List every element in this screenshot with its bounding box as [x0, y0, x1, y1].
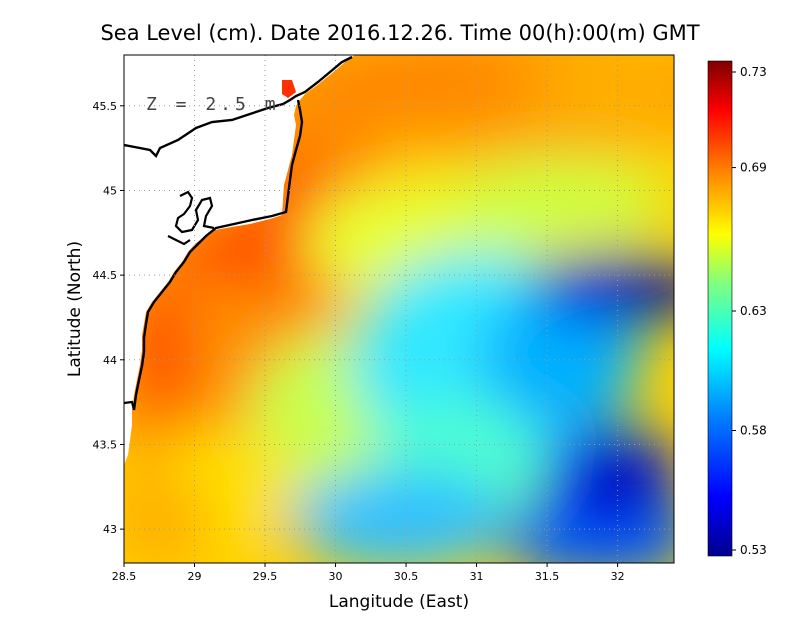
- x-tick-label: 29.5: [253, 570, 278, 583]
- field-blob: [620, 260, 674, 320]
- field-blob: [310, 55, 530, 125]
- x-tick-label: 29: [188, 570, 202, 583]
- colorbar-tick-label: 0.63: [740, 304, 767, 318]
- chart-title: Sea Level (cm). Date 2016.12.26. Time 00…: [100, 21, 699, 45]
- colorbar-tick-label: 0.58: [740, 424, 767, 438]
- field-blob: [550, 55, 674, 130]
- depth-annotation: Z = 2.5 m: [146, 94, 280, 115]
- coastline-inlet: [282, 80, 296, 98]
- colorbar: 0.73 0.69 0.63 0.58 0.53: [707, 60, 767, 557]
- x-tick-label: 30: [329, 570, 343, 583]
- sea-level-field: [124, 55, 674, 563]
- coastline-inlet: [124, 400, 136, 411]
- map-plot-area: [124, 55, 674, 563]
- field-blob: [585, 450, 655, 510]
- x-tick-label: 31.5: [535, 570, 560, 583]
- coastline: [132, 99, 304, 411]
- x-tick-label: 31: [470, 570, 484, 583]
- y-tick-label: 44.5: [93, 269, 118, 282]
- y-axis-label: Latitude (North): [65, 241, 85, 377]
- x-axis-label: Langitude (East): [329, 592, 469, 612]
- y-tick-label: 43: [103, 523, 117, 536]
- y-tick-label: 44: [103, 354, 117, 367]
- x-axis: 28.5 29 29.5 30 30.5 31 31.5 32: [112, 563, 625, 583]
- colorbar-tick-label: 0.53: [740, 543, 767, 557]
- coastline-inlet: [167, 235, 191, 246]
- field-blob: [124, 470, 210, 563]
- colorbar-tick-label: 0.69: [740, 161, 767, 175]
- colorbar-gradient: [707, 60, 733, 557]
- land-mass: [124, 55, 355, 465]
- x-tick-label: 30.5: [394, 570, 419, 583]
- grid: [124, 55, 674, 563]
- coastline-inlet: [174, 190, 215, 234]
- colorbar-ticks: 0.73 0.69 0.63 0.58 0.53: [732, 65, 767, 557]
- y-tick-label: 45: [103, 184, 117, 197]
- field-blob: [290, 470, 510, 563]
- y-axis: 43 43.5 44 44.5 45 45.5: [93, 100, 124, 536]
- x-tick-label: 32: [611, 570, 625, 583]
- y-tick-label: 45.5: [93, 100, 118, 113]
- y-tick-label: 43.5: [93, 438, 118, 451]
- plot-frame: [123, 54, 675, 564]
- field-blob: [450, 155, 670, 245]
- coastline: [124, 55, 353, 159]
- colorbar-tick-label: 0.73: [740, 65, 767, 79]
- x-tick-label: 28.5: [112, 570, 137, 583]
